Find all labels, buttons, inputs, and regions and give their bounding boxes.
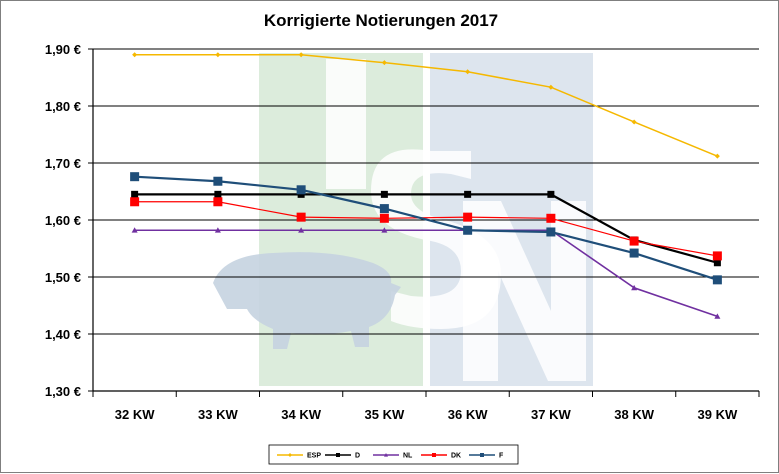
legend-label: D bbox=[355, 453, 360, 460]
legend-label: NL bbox=[403, 453, 413, 460]
y-tick-label: 1,30 € bbox=[45, 384, 81, 399]
legend-marker bbox=[384, 453, 388, 457]
data-point bbox=[132, 52, 138, 58]
data-point bbox=[213, 176, 223, 186]
series-line bbox=[134, 229, 718, 318]
x-tick-label: 32 KW bbox=[115, 407, 155, 422]
data-point bbox=[130, 197, 140, 207]
x-tick-label: 37 KW bbox=[531, 407, 571, 422]
legend-label: F bbox=[499, 453, 504, 460]
data-point bbox=[379, 204, 389, 214]
data-point bbox=[215, 52, 221, 58]
data-point bbox=[298, 227, 305, 233]
series-dk bbox=[130, 197, 722, 261]
x-tick-label: 38 KW bbox=[614, 407, 654, 422]
x-tick-label: 39 KW bbox=[698, 407, 738, 422]
legend: ESP D NL DK F bbox=[268, 444, 519, 465]
legend-marker bbox=[480, 453, 484, 457]
data-point bbox=[381, 227, 388, 233]
legend-label: ESP bbox=[307, 453, 321, 460]
data-point bbox=[714, 313, 721, 319]
legend-marker bbox=[288, 453, 292, 457]
y-axis-ticks: 1,30 € 1,40 € 1,50 € 1,60 € 1,70 € 1,80 € 1,90… bbox=[45, 42, 93, 399]
data-point bbox=[712, 251, 722, 261]
x-tick-label: 34 KW bbox=[281, 407, 321, 422]
data-point bbox=[214, 190, 222, 198]
y-tick-label: 1,60 € bbox=[45, 213, 81, 228]
x-tick-label: 36 KW bbox=[448, 407, 488, 422]
legend-item-nl: NL bbox=[373, 453, 413, 460]
data-point bbox=[213, 197, 223, 207]
data-point bbox=[379, 213, 389, 223]
legend-item-f: F bbox=[469, 453, 504, 460]
y-tick-label: 1,50 € bbox=[45, 270, 81, 285]
data-point bbox=[546, 227, 556, 237]
data-point bbox=[130, 172, 140, 182]
y-tick-label: 1,80 € bbox=[45, 99, 81, 114]
series-line bbox=[134, 175, 718, 281]
data-point bbox=[546, 213, 556, 223]
data-point bbox=[464, 190, 472, 198]
series-f bbox=[130, 172, 722, 285]
data-point bbox=[631, 284, 638, 291]
data-point bbox=[131, 227, 138, 233]
data-point bbox=[547, 190, 555, 198]
data-point bbox=[296, 185, 306, 195]
x-tick-label: 33 KW bbox=[198, 407, 238, 422]
data-point bbox=[381, 60, 387, 66]
legend-label: DK bbox=[451, 453, 461, 460]
data-point bbox=[712, 275, 722, 285]
series-line bbox=[134, 53, 718, 157]
data-point bbox=[714, 153, 720, 159]
chart-title: Korrigierte Notierungen 2017 bbox=[264, 11, 498, 30]
data-point bbox=[548, 84, 554, 90]
data-point bbox=[463, 212, 473, 222]
series-line bbox=[134, 201, 718, 257]
axes bbox=[92, 49, 759, 392]
data-point bbox=[214, 227, 221, 233]
y-tick-label: 1,70 € bbox=[45, 156, 81, 171]
x-tick-label: 35 KW bbox=[365, 407, 405, 422]
y-tick-label: 1,90 € bbox=[45, 42, 81, 57]
data-point bbox=[298, 52, 304, 58]
y-tick-label: 1,40 € bbox=[45, 327, 81, 342]
data-point bbox=[629, 248, 639, 258]
legend-item-dk: DK bbox=[421, 453, 461, 460]
data-point bbox=[629, 236, 639, 246]
x-axis-ticks: 32 KW 33 KW 34 KW 35 KW 36 KW 37 KW 38 KW 39 KW bbox=[92, 391, 760, 422]
series-esp bbox=[132, 52, 720, 159]
data-point bbox=[131, 190, 139, 198]
legend-item-esp: ESP bbox=[277, 453, 321, 460]
legend-marker bbox=[336, 453, 340, 457]
series-line bbox=[134, 193, 718, 264]
data-point bbox=[297, 190, 305, 198]
data-point bbox=[713, 259, 721, 267]
legend-marker bbox=[432, 453, 436, 457]
data-point bbox=[631, 119, 637, 125]
data-point bbox=[380, 190, 388, 198]
data-point bbox=[296, 212, 306, 222]
data-point bbox=[463, 225, 473, 235]
legend-item-d: D bbox=[325, 453, 360, 460]
data-point bbox=[465, 69, 471, 75]
series-layer bbox=[130, 52, 722, 319]
